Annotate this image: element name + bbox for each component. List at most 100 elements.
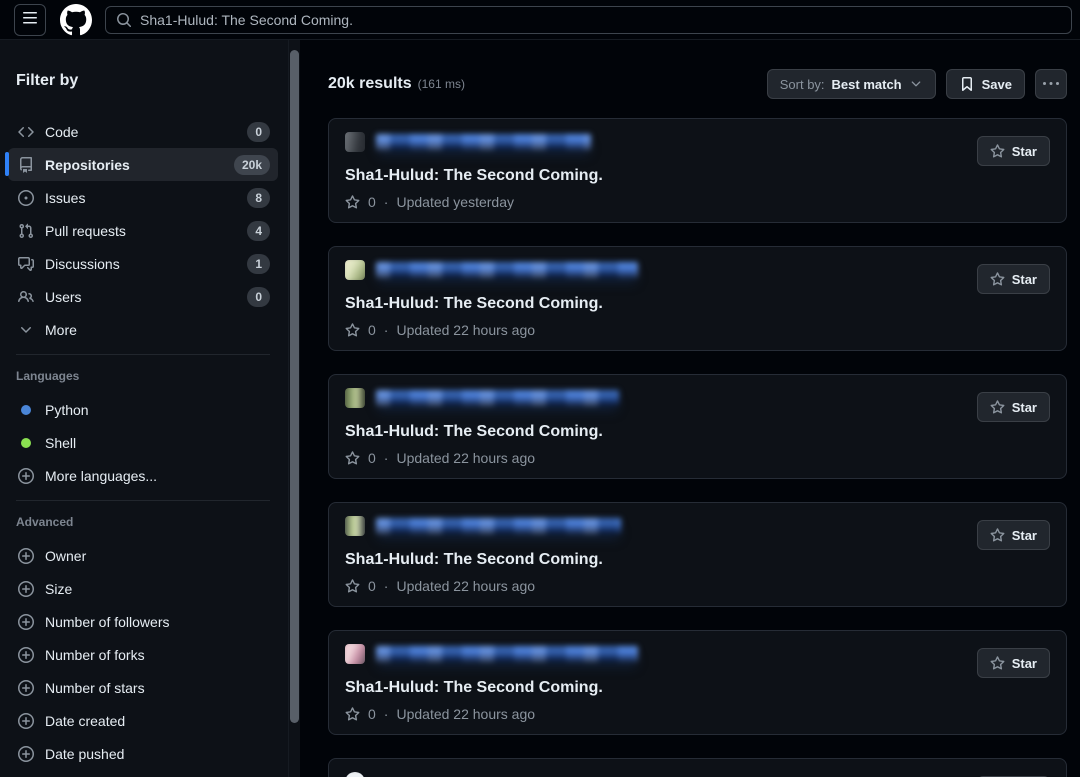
advanced-filter-label: Date pushed: [45, 745, 125, 762]
count-badge: 8: [247, 187, 270, 208]
sidebar-item-label: Repositories: [45, 156, 130, 173]
plus-circle-icon: [18, 646, 34, 663]
advanced-filter-owner[interactable]: Owner: [8, 539, 278, 572]
star-button[interactable]: Star: [976, 264, 1050, 294]
repo-result-card: Star Sha1-Hulud: The Second Coming. 0 · Upda…: [328, 502, 1067, 607]
star-icon: [990, 655, 1005, 671]
sidebar-scrollbar: [288, 40, 300, 777]
language-color-dot: [21, 437, 31, 448]
star-count: 0: [368, 706, 376, 722]
scrollbar-thumb[interactable]: [290, 50, 299, 723]
repo-name-redacted[interactable]: [376, 390, 619, 406]
updated-text: Updated 22 hours ago: [396, 706, 536, 722]
sidebar-item-more[interactable]: More: [8, 313, 278, 346]
sidebar-item-code[interactable]: Code 0: [8, 115, 278, 148]
count-badge: 1: [247, 253, 270, 274]
language-list: Python Shell More languages...: [0, 393, 288, 492]
advanced-filter-size[interactable]: Size: [8, 572, 278, 605]
repo-name-redacted[interactable]: [376, 518, 621, 534]
meta-separator: ·: [383, 450, 389, 466]
repo-header-row: Star: [345, 771, 1050, 777]
star-button[interactable]: Star: [976, 520, 1050, 550]
results-count: 20k results: [328, 75, 412, 92]
star-icon: [990, 271, 1005, 287]
repo-meta-row: 0 · Updated 22 hours ago: [345, 706, 1050, 722]
repo-avatar[interactable]: [345, 772, 365, 777]
filter-sidebar: Filter by Code 0 Repositories 20k Issues 8 Pul…: [0, 40, 288, 777]
star-button-label: Star: [1011, 399, 1037, 415]
sidebar-item-pull-requests[interactable]: Pull requests 4: [8, 214, 278, 247]
repo-avatar[interactable]: [345, 516, 365, 536]
advanced-filter-number-of-forks[interactable]: Number of forks: [8, 638, 278, 671]
issue-icon: [18, 189, 34, 206]
star-button[interactable]: Star: [976, 136, 1050, 166]
language-filter-python[interactable]: Python: [8, 393, 278, 426]
github-logo[interactable]: [60, 3, 92, 36]
repo-meta-row: 0 · Updated 22 hours ago: [345, 578, 1050, 594]
repo-avatar[interactable]: [345, 644, 365, 664]
repo-name-redacted[interactable]: [376, 646, 638, 662]
advanced-filter-label: Number of followers: [45, 613, 170, 630]
star-count: 0: [368, 450, 376, 466]
repo-result-card: Star: [328, 758, 1067, 777]
repo-avatar[interactable]: [345, 260, 365, 280]
meta-separator: ·: [383, 706, 389, 722]
plus-circle-icon: [18, 613, 34, 630]
plus-circle-icon: [18, 679, 34, 696]
plus-circle-icon: [18, 467, 34, 484]
star-button[interactable]: Star: [976, 392, 1050, 422]
star-button-label: Star: [1011, 527, 1037, 543]
star-button[interactable]: Star: [976, 648, 1050, 678]
sort-value: Best match: [831, 76, 902, 92]
count-badge: 0: [247, 286, 270, 307]
three-bars-icon: [22, 10, 38, 29]
repo-name-redacted[interactable]: [376, 134, 591, 150]
sidebar-item-issues[interactable]: Issues 8: [8, 181, 278, 214]
repo-avatar[interactable]: [345, 388, 365, 408]
star-button-label: Star: [1011, 143, 1037, 159]
repo-avatar[interactable]: [345, 132, 365, 152]
star-icon: [990, 527, 1005, 543]
sort-dropdown[interactable]: Sort by: Best match: [766, 69, 936, 99]
pull-request-icon: [18, 223, 34, 239]
sidebar-item-users[interactable]: Users 0: [8, 280, 278, 313]
sidebar-item-discussions[interactable]: Discussions 1: [8, 247, 278, 280]
repo-result-card: Star Sha1-Hulud: The Second Coming. 0 · Upda…: [328, 246, 1067, 351]
search-input[interactable]: [140, 11, 1061, 28]
repo-header-row: Star: [345, 515, 1050, 550]
advanced-section-label: Advanced: [16, 515, 74, 529]
language-filter-shell[interactable]: Shell: [8, 426, 278, 459]
repo-name-redacted[interactable]: [376, 262, 638, 278]
sort-label: Sort by:: [779, 76, 825, 92]
updated-text: Updated 22 hours ago: [396, 450, 536, 466]
updated-text: Updated 22 hours ago: [396, 322, 536, 338]
advanced-filter-list: Owner Size Number of followers Number of fo…: [0, 539, 288, 770]
meta-separator: ·: [383, 322, 389, 338]
sidebar-item-label: Issues: [45, 189, 86, 206]
plus-circle-icon: [18, 580, 34, 597]
global-search-bar[interactable]: [105, 5, 1072, 34]
star-icon: [990, 143, 1005, 159]
more-options-button[interactable]: [1035, 69, 1067, 99]
more-languages-button[interactable]: More languages...: [8, 459, 278, 492]
repo-header-row: Star: [345, 259, 1050, 294]
results-controls: Sort by: Best match Save: [766, 69, 1067, 99]
bookmark-icon: [959, 76, 975, 92]
filter-list: Code 0 Repositories 20k Issues 8 Pull requests…: [0, 115, 288, 346]
repo-description: Sha1-Hulud: The Second Coming.: [345, 551, 603, 568]
star-icon: [990, 399, 1005, 415]
advanced-filter-date-created[interactable]: Date created: [8, 704, 278, 737]
repo-description: Sha1-Hulud: The Second Coming.: [345, 295, 603, 312]
save-button[interactable]: Save: [945, 69, 1025, 99]
advanced-filter-date-pushed[interactable]: Date pushed: [8, 737, 278, 770]
sidebar-item-repositories[interactable]: Repositories 20k: [5, 148, 278, 181]
language-color-dot: [21, 404, 31, 415]
repo-result-card: Star Sha1-Hulud: The Second Coming. 0 · Upda…: [328, 118, 1067, 223]
plus-circle-icon: [18, 547, 34, 564]
advanced-filter-number-of-stars[interactable]: Number of stars: [8, 671, 278, 704]
star-count: 0: [368, 578, 376, 594]
advanced-filter-number-of-followers[interactable]: Number of followers: [8, 605, 278, 638]
hamburger-menu-button[interactable]: [14, 3, 46, 36]
sidebar-title: Filter by: [16, 72, 79, 89]
repo-meta-row: 0 · Updated 22 hours ago: [345, 450, 1050, 466]
